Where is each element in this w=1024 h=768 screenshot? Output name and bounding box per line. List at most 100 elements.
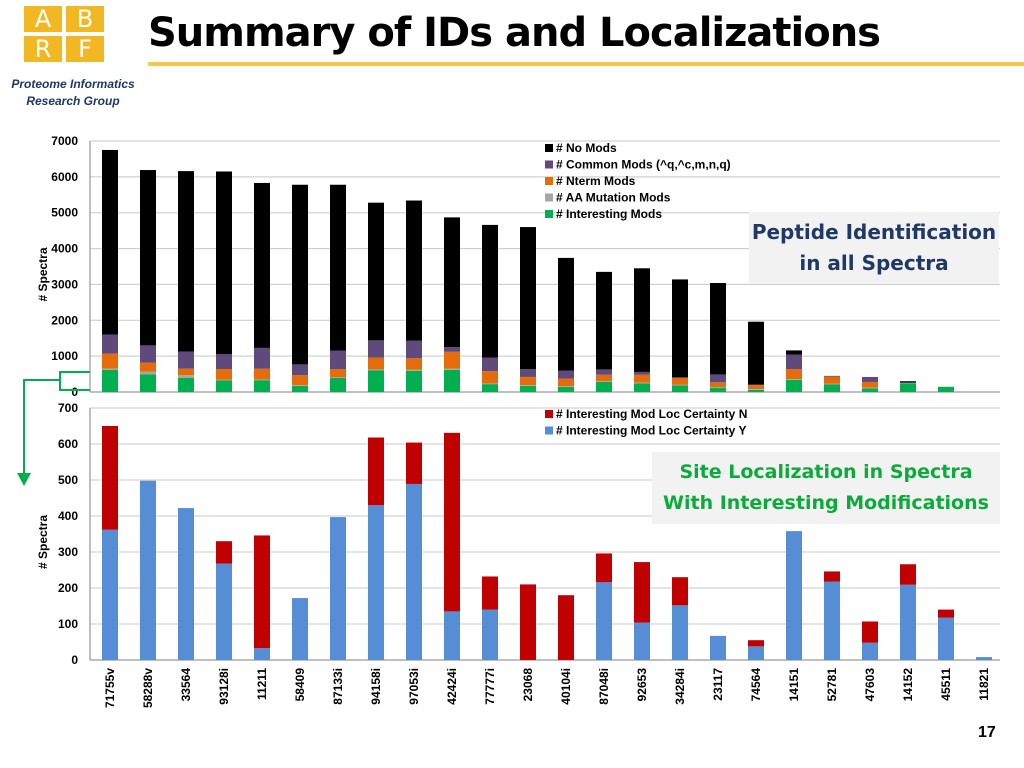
top-bar-segment — [102, 369, 118, 392]
top-bar-segment — [748, 384, 764, 386]
top-bar-segment — [672, 279, 688, 378]
top-bar-segment — [672, 384, 688, 386]
top-bar-segment — [140, 371, 156, 375]
top-y-tick-label: 7000 — [51, 134, 78, 148]
bottom-bar-segment — [900, 584, 916, 660]
top-bar-segment — [900, 381, 916, 383]
bottom-y-tick-label: 700 — [58, 401, 78, 415]
top-bar-segment — [862, 388, 878, 392]
bottom-bar-segment — [938, 609, 954, 618]
bottom-bar-segment — [216, 541, 232, 564]
bottom-bar-segment — [140, 480, 156, 660]
top-bar-segment — [710, 387, 726, 392]
x-category-label: 74564 — [749, 668, 763, 702]
bottom-bar-segment — [254, 535, 270, 649]
bottom-bar-segment — [748, 640, 764, 647]
bottom-y-tick-label: 600 — [58, 437, 78, 451]
top-bar-segment — [596, 271, 612, 370]
top-bar-segment — [634, 374, 650, 383]
top-bar-segment — [140, 374, 156, 392]
top-bar-segment — [710, 374, 726, 383]
bottom-bar-segment — [634, 562, 650, 623]
top-bar-segment — [178, 375, 194, 379]
org-name-line2: Research Group — [26, 94, 120, 108]
top-bar-segment — [140, 170, 156, 346]
top-bar-segment — [216, 369, 232, 380]
bottom-y-tick-label: 100 — [58, 617, 78, 631]
top-bar-segment — [634, 268, 650, 372]
bottom-y-tick-label: 500 — [58, 473, 78, 487]
top-bar-segment — [672, 377, 688, 379]
x-category-label: 94158i — [369, 668, 383, 705]
top-bar-segment — [938, 386, 954, 392]
bottom-y-axis-label: # Spectra — [36, 515, 50, 569]
bottom-y-tick-label: 0 — [71, 653, 78, 667]
x-category-label: 45511 — [939, 668, 953, 701]
top-legend-label: # Nterm Mods — [556, 174, 636, 188]
bottom-bar-segment — [444, 432, 460, 612]
top-y-tick-label: 2000 — [51, 313, 78, 327]
callout-site-localization: Site Localization in Spectra With Intere… — [652, 452, 1000, 524]
x-category-label: 77777i — [483, 668, 497, 705]
bottom-bar-segment — [862, 621, 878, 643]
top-bar-segment — [216, 353, 232, 370]
top-bar-segment — [558, 370, 574, 379]
logo-letter-a: A — [24, 6, 62, 32]
top-y-tick-label: 0 — [71, 385, 78, 399]
top-legend-swatch — [545, 177, 553, 185]
top-bar-segment — [368, 357, 384, 370]
bottom-bar-segment — [444, 611, 460, 660]
top-bar-segment — [254, 347, 270, 369]
callout-top-line2: in all Spectra — [799, 251, 949, 275]
bottom-legend-swatch — [545, 426, 553, 435]
top-bar-segment — [368, 202, 384, 341]
top-bar-segment — [748, 389, 764, 392]
top-y-tick-label: 5000 — [51, 206, 78, 220]
top-bar-segment — [672, 378, 688, 385]
bottom-bar-segment — [824, 571, 840, 582]
callout-top-line1: Peptide Identification — [751, 220, 997, 244]
top-bar-segment — [254, 182, 270, 348]
top-bar-segment — [824, 375, 840, 377]
top-bar-segment — [216, 379, 232, 381]
top-bar-segment — [710, 386, 726, 388]
x-category-label: 14152 — [901, 668, 915, 702]
logo-letter-f: F — [66, 36, 104, 62]
top-bar-segment — [444, 369, 460, 392]
top-bar-segment — [900, 382, 916, 384]
top-bar-segment — [672, 385, 688, 392]
top-bar-segment — [444, 347, 460, 352]
top-bar-segment — [520, 369, 536, 377]
top-bar-segment — [824, 383, 840, 385]
x-category-label: 11211 — [255, 668, 269, 700]
top-bar-segment — [254, 368, 270, 380]
title-underline — [148, 62, 1024, 66]
top-bar-segment — [900, 383, 916, 392]
x-category-label: 71755v — [103, 668, 117, 708]
top-legend-label: # Common Mods (^q,^c,m,n,q) — [556, 158, 731, 172]
top-bar-segment — [406, 200, 422, 341]
x-category-label: 23068 — [521, 668, 535, 702]
top-bar-segment — [748, 321, 764, 385]
top-bar-segment — [216, 171, 232, 354]
top-bar-segment — [444, 368, 460, 370]
top-bar-segment — [178, 171, 194, 352]
x-category-label: 23117 — [711, 668, 725, 701]
bottom-bar-segment — [406, 442, 422, 484]
org-name: Proteome Informatics Research Group — [0, 76, 146, 110]
bottom-bar-segment — [862, 642, 878, 660]
bottom-bar-segment — [938, 617, 954, 660]
bottom-bar-segment — [786, 531, 802, 660]
top-bar-segment — [254, 380, 270, 392]
top-bar-segment — [330, 378, 346, 392]
top-y-tick-label: 1000 — [51, 349, 78, 363]
top-bar-segment — [786, 350, 802, 355]
top-bar-segment — [786, 379, 802, 380]
top-bar-segment — [482, 357, 498, 372]
top-bar-segment — [292, 385, 308, 386]
x-category-label: 34284i — [673, 668, 687, 705]
top-bar-segment — [216, 380, 232, 392]
callout-bottom-line2: With Interesting Modifications — [663, 492, 989, 514]
bottom-bar-segment — [596, 553, 612, 583]
top-bar-segment — [330, 369, 346, 378]
